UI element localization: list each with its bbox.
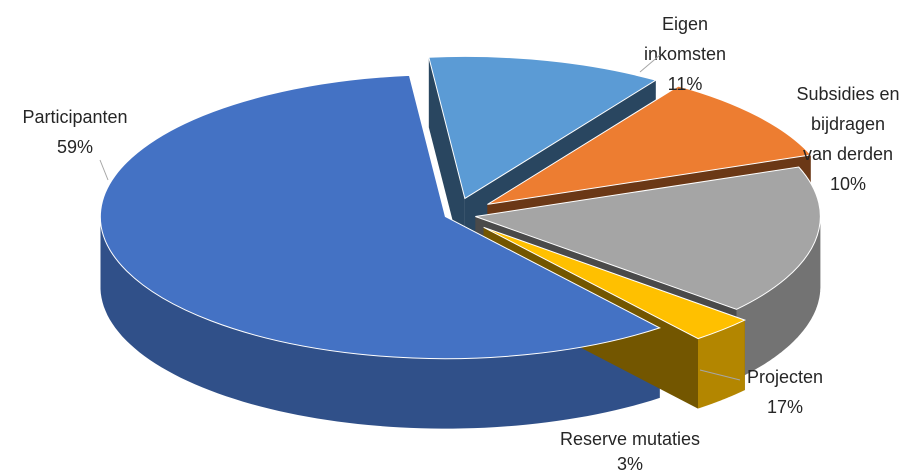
slice-wall xyxy=(736,216,821,380)
slice-side xyxy=(428,57,465,269)
value-label: 11% xyxy=(668,74,703,94)
label-line: Participanten xyxy=(22,107,127,127)
slice xyxy=(475,166,821,310)
value-label: 17% xyxy=(767,397,803,417)
label-line: inkomsten xyxy=(644,44,726,64)
value-label: 3% xyxy=(617,454,643,473)
data-label: Eigen inkomsten xyxy=(644,14,726,64)
value-label: 10% xyxy=(830,174,866,194)
data-label: Participanten xyxy=(22,107,127,127)
leader-line xyxy=(699,369,741,381)
slice xyxy=(428,55,658,200)
label-line: Eigen xyxy=(662,14,708,34)
slice xyxy=(483,226,747,340)
data-label: Reserve mutaties xyxy=(560,429,700,449)
data-label: Subsidies en bijdragen van derden xyxy=(796,84,899,164)
value-label: 59% xyxy=(57,137,93,157)
label-line: Reserve mutaties xyxy=(560,429,700,449)
label-line: Subsidies en xyxy=(796,84,899,104)
slice xyxy=(99,74,661,360)
slice-wall xyxy=(698,320,745,409)
slice-wall xyxy=(100,219,660,429)
slice xyxy=(487,85,812,205)
leader-line xyxy=(99,159,109,181)
label-line: van derden xyxy=(803,144,893,164)
leader-line xyxy=(639,54,661,73)
data-label: Projecten xyxy=(747,367,823,387)
label-line: Projecten xyxy=(747,367,823,387)
label-line: bijdragen xyxy=(811,114,885,134)
